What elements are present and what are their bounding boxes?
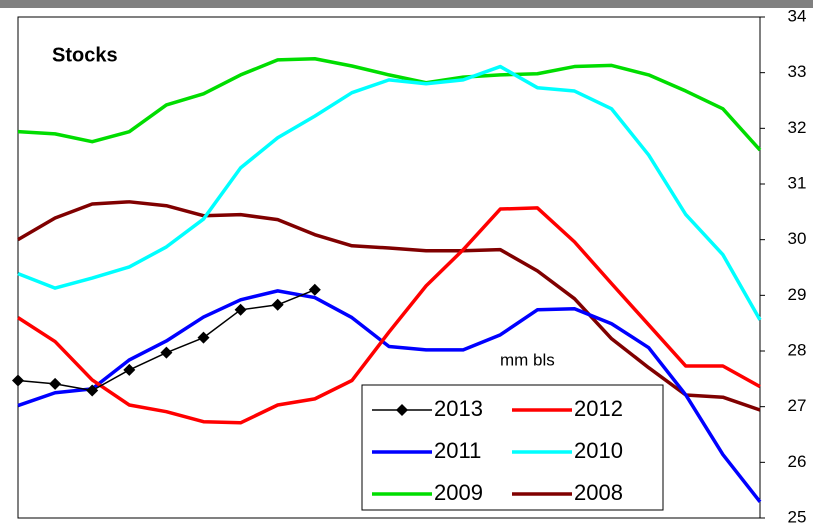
marker (86, 384, 99, 397)
y-tick-label: 34 (788, 6, 807, 25)
legend-label: 2009 (434, 480, 483, 505)
y-tick-label: 31 (788, 173, 807, 192)
legend-label: 2008 (574, 480, 623, 505)
top-bar (0, 0, 813, 8)
legend-marker (396, 404, 408, 416)
marker (160, 346, 173, 359)
series-line (17, 57, 762, 152)
marker (308, 283, 321, 296)
series-line (17, 200, 761, 412)
series-line (17, 206, 761, 425)
y-tick-label: 27 (788, 396, 807, 415)
legend-box (361, 384, 664, 511)
series-line (17, 64, 762, 321)
y-tick-label: 32 (788, 118, 807, 137)
y-tick-label: 29 (788, 285, 807, 304)
y-tick-label: 30 (788, 229, 807, 248)
legend-label: 2013 (434, 396, 483, 421)
marker (49, 377, 62, 390)
annotation: mm bls (500, 350, 555, 369)
legend-label: 2012 (574, 396, 623, 421)
legend-label: 2011 (434, 438, 481, 463)
y-tick-label: 26 (788, 452, 807, 471)
y-tick-label: 28 (788, 340, 807, 359)
marker (271, 298, 284, 311)
series-line (17, 289, 762, 503)
marker (197, 331, 210, 344)
plot-area (12, 57, 762, 503)
marker (123, 363, 136, 376)
marker (234, 303, 247, 316)
y-tick-label: 25 (788, 507, 807, 526)
y-tick-label: 33 (788, 62, 807, 81)
chart-title: Stocks (52, 44, 118, 66)
legend-label: 2010 (574, 438, 623, 463)
marker (12, 374, 24, 387)
